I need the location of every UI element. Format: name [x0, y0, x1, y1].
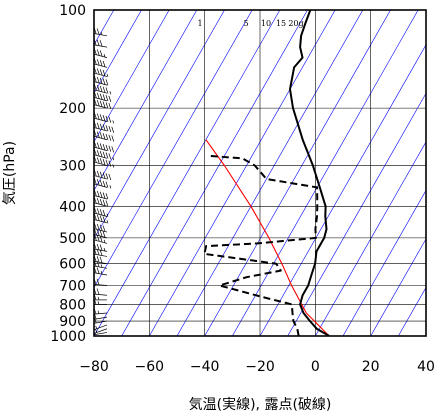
isotherm-line [149, 10, 336, 336]
x-tick-label: −80 [79, 359, 109, 375]
isotherm-line [287, 92, 426, 336]
y-axis-title: 気圧(hPa) [2, 141, 18, 205]
x-tick-label: −40 [190, 359, 220, 375]
wind-barb [94, 84, 112, 95]
x-tick-label: −60 [135, 359, 165, 375]
x-tick-label: 0 [311, 359, 320, 375]
isotherm-line [121, 10, 308, 336]
wind-barb [94, 130, 115, 142]
wind-barb [94, 223, 108, 233]
parcel-series [205, 139, 330, 336]
grid-lines [94, 10, 426, 336]
isotherm-line [232, 10, 419, 336]
isotherm-line [94, 10, 253, 289]
isotherm-line [204, 10, 391, 336]
x-tick-label: 40 [417, 359, 435, 375]
isotherm-line [94, 10, 142, 94]
wind-barb [94, 324, 108, 331]
mixing-ratio-labels: 1 5 10 15 20g [197, 19, 303, 28]
x-axis-title: 気温(実線), 露点(破線) [189, 397, 332, 412]
y-tick-label: 500 [59, 231, 86, 247]
wind-barb [94, 207, 109, 217]
wind-barb [94, 99, 112, 110]
wind-barb [94, 58, 108, 68]
wind-barb [94, 76, 109, 86]
profile-series [203, 10, 330, 336]
isotherm-line [315, 141, 426, 336]
y-tick-label: 200 [59, 101, 86, 117]
isotherm-line [94, 10, 281, 336]
wind-barb [94, 178, 112, 189]
isotherm-line [370, 238, 426, 336]
wind-barb [94, 141, 115, 153]
dewpoint-line [203, 154, 319, 336]
isotherm-line [94, 10, 198, 191]
wind-barb [94, 122, 115, 133]
wind-barbs [94, 27, 115, 336]
isotherm-lines [94, 10, 426, 336]
y-tick-label: 400 [59, 199, 86, 215]
x-tick-label: 20 [362, 359, 380, 375]
isotherm-line [176, 10, 364, 336]
isotherm-line [94, 10, 170, 143]
wind-barb [94, 149, 115, 161]
y-tick-label: 700 [59, 279, 86, 295]
isotherm-line [342, 189, 426, 336]
wind-barb [94, 156, 115, 168]
y-tick-label: 100 [59, 3, 86, 19]
wind-barb [94, 332, 108, 336]
y-tick-label: 300 [59, 159, 86, 175]
wind-barb [94, 197, 109, 207]
wind-barb [94, 328, 108, 334]
temperature-line [289, 10, 330, 336]
mixing-ratio-label: 5 [243, 19, 248, 28]
x-tick-labels: −80 −60 −40 −20 0 20 40 [79, 359, 435, 375]
y-tick-label: 900 [59, 314, 86, 330]
y-tick-label: 600 [59, 257, 86, 273]
plot-frame [93, 9, 427, 337]
wind-barb [94, 170, 112, 181]
y-tick-label: 1000 [50, 329, 86, 345]
mixing-ratio-label: 15 [276, 19, 286, 28]
isotherm-line [94, 10, 225, 240]
y-tick-label: 800 [59, 297, 86, 313]
parcel-line [205, 139, 330, 336]
x-tick-label: −20 [245, 359, 275, 375]
mixing-ratio-label: 10 [261, 19, 271, 28]
mixing-ratio-label: 1 [197, 19, 202, 28]
isotherm-line [259, 44, 426, 336]
mixing-ratio-label: 20g [288, 19, 303, 28]
